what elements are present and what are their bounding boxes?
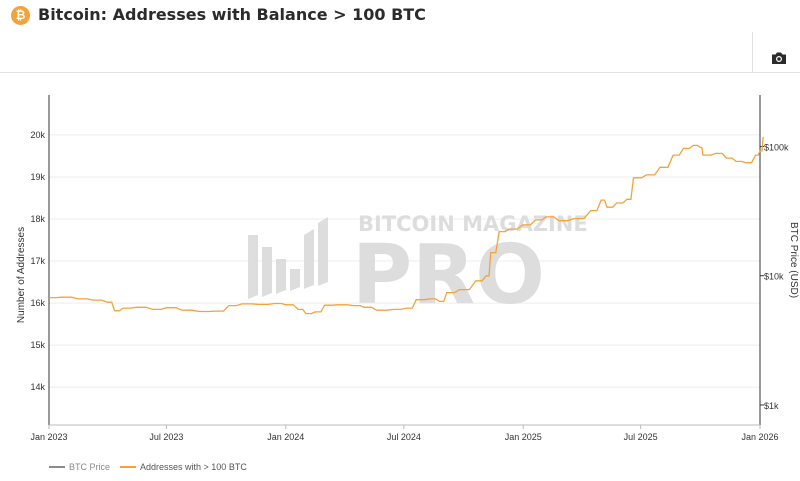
toolbar-bottom-border: [0, 72, 800, 73]
axes: [48, 95, 761, 426]
bitcoin-logo-icon: ₿: [11, 6, 30, 25]
x-tick-label: Jul 2025: [624, 432, 658, 442]
y-tick-label: 20k: [30, 130, 45, 140]
legend-item-btc-price[interactable]: BTC Price: [49, 462, 110, 472]
x-tick-label: Jan 2025: [505, 432, 542, 442]
legend-item-addresses[interactable]: Addresses with > 100 BTC: [120, 462, 247, 472]
y2-tick-label: $1k: [764, 401, 779, 411]
x-tick-label: Jan 2026: [741, 432, 778, 442]
toolbar-divider: [752, 32, 753, 73]
y2-tick-label: $10k: [764, 272, 784, 282]
y2-axis-label: BTC Price (USD): [788, 222, 799, 298]
chart: BITCOIN MAGAZINE PRO 14k 15k 16k 17k 18k 19k 2…: [16, 95, 799, 442]
y-tick-label: 16k: [30, 298, 45, 308]
x-tick-label: Jan 2023: [30, 432, 67, 442]
y-tick-label: 17k: [30, 256, 45, 266]
y-tick-label: 15k: [30, 340, 45, 350]
watermark-logo: BITCOIN MAGAZINE PRO: [248, 212, 588, 323]
watermark-bottom: PRO: [352, 228, 545, 323]
y-axis-label: Number of Addresses: [16, 227, 27, 323]
legend-swatch-addresses: [120, 466, 137, 468]
legend-swatch-btc-price: [49, 466, 65, 468]
legend-label-btc-price: BTC Price: [69, 462, 111, 472]
legend: BTC Price Addresses with > 100 BTC: [49, 462, 257, 472]
series-line-addresses: [49, 136, 764, 315]
x-tick-label: Jul 2023: [149, 432, 183, 442]
y-tick-label: 14k: [30, 382, 45, 392]
x-tick-label: Jan 2024: [267, 432, 304, 442]
ticks: 14k 15k 16k 17k 18k 19k 20k $1k $10k $100k Jan 202…: [30, 130, 789, 442]
header: ₿ Bitcoin: Addresses with Balance > 100 …: [0, 0, 800, 32]
watermark-top: BITCOIN MAGAZINE: [358, 212, 588, 236]
watermark-bars-icon: [248, 217, 328, 299]
x-tick-label: Jul 2024: [387, 432, 421, 442]
camera-icon[interactable]: [771, 51, 787, 65]
legend-label-addresses: Addresses with > 100 BTC: [140, 462, 247, 472]
y2-tick-label: $100k: [764, 142, 789, 152]
page-title: Bitcoin: Addresses with Balance > 100 BT…: [38, 5, 426, 24]
y-tick-label: 19k: [30, 172, 45, 182]
y-tick-label: 18k: [30, 214, 45, 224]
grid: [49, 134, 760, 388]
